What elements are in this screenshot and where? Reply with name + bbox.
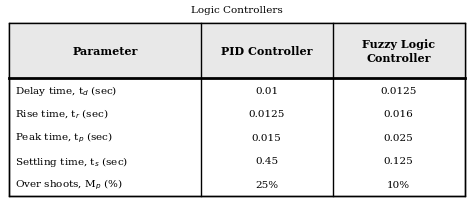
Text: 0.45: 0.45 — [255, 156, 278, 165]
Text: 0.0125: 0.0125 — [380, 86, 417, 95]
Text: Logic Controllers: Logic Controllers — [191, 6, 283, 15]
Text: 0.015: 0.015 — [252, 133, 282, 142]
Text: 0.016: 0.016 — [383, 110, 413, 119]
Text: 0.025: 0.025 — [383, 133, 413, 142]
Text: PID Controller: PID Controller — [221, 46, 312, 57]
Text: 0.125: 0.125 — [383, 156, 413, 165]
Text: Parameter: Parameter — [73, 46, 138, 57]
Bar — [9, 24, 465, 196]
Text: Rise time, t$_r$ (sec): Rise time, t$_r$ (sec) — [15, 107, 109, 121]
Text: 0.0125: 0.0125 — [248, 110, 285, 119]
Text: 0.01: 0.01 — [255, 86, 278, 95]
Text: Settling time, t$_s$ (sec): Settling time, t$_s$ (sec) — [15, 154, 128, 168]
Text: Peak time, t$_p$ (sec): Peak time, t$_p$ (sec) — [15, 130, 113, 145]
Text: 10%: 10% — [387, 180, 410, 189]
Text: Fuzzy Logic
Controller: Fuzzy Logic Controller — [362, 39, 435, 64]
Bar — [9, 24, 465, 79]
Text: 25%: 25% — [255, 180, 278, 189]
Text: Over shoots, M$_p$ (%): Over shoots, M$_p$ (%) — [15, 177, 123, 191]
Text: Delay time, t$_d$ (sec): Delay time, t$_d$ (sec) — [15, 84, 118, 98]
